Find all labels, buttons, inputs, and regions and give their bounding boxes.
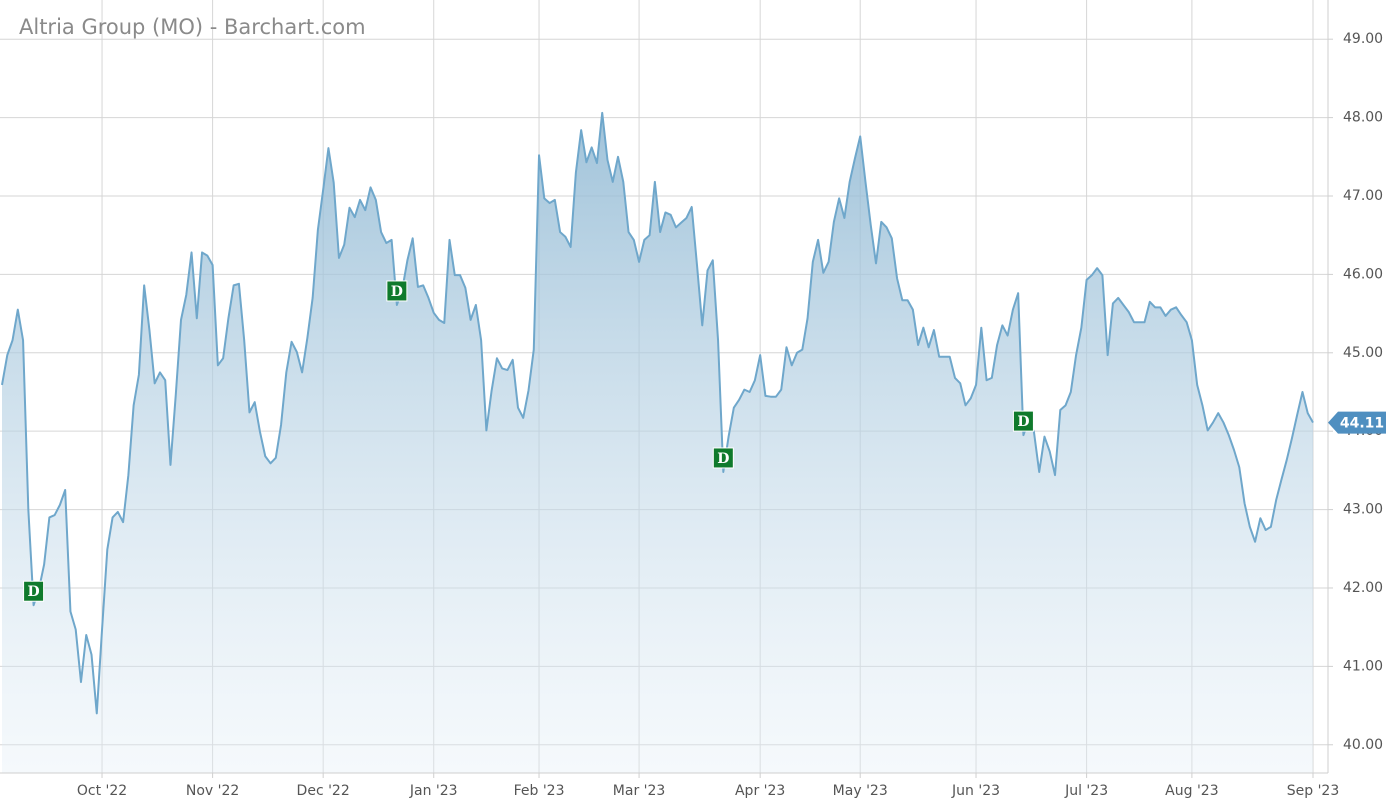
y-tick-label: 42.00 [1343, 580, 1383, 596]
x-tick-label: Feb '23 [514, 783, 565, 799]
x-tick-label: Mar '23 [613, 783, 666, 799]
x-tick-label: Aug '23 [1165, 783, 1218, 799]
dividend-marker-label: D [1017, 414, 1029, 430]
x-tick-label: Jan '23 [409, 783, 458, 799]
y-tick-label: 45.00 [1343, 345, 1383, 361]
dividend-marker[interactable]: D [23, 580, 45, 602]
x-tick-label: Sep '23 [1287, 783, 1340, 799]
x-tick-label: Oct '22 [77, 783, 127, 799]
dividend-marker-label: D [28, 584, 40, 600]
dividend-marker-label: D [391, 284, 403, 300]
dividend-marker-box [386, 280, 408, 302]
price-line [1, 111, 1314, 715]
x-tick-label: Dec '22 [297, 783, 350, 799]
chart-title: Altria Group (MO) - Barchart.com [19, 15, 366, 39]
dividend-marker[interactable]: D [1012, 410, 1034, 432]
y-tick-label: 40.00 [1343, 737, 1383, 753]
y-tick-label: 48.00 [1343, 110, 1383, 126]
area-fill [2, 112, 1313, 773]
plot: D D D D [1, 111, 1314, 773]
dividend-marker[interactable]: D [712, 447, 734, 469]
dividend-marker-label: D [717, 451, 729, 467]
y-tick-label: 49.00 [1343, 31, 1383, 47]
dividend-marker[interactable]: D [386, 280, 408, 302]
last-price-label: 44.11 [1340, 416, 1384, 432]
last-price-tag [1328, 411, 1386, 434]
y-tick-label: 41.00 [1343, 658, 1383, 674]
x-tick-label: Jul '23 [1064, 783, 1108, 799]
x-tick-label: Apr '23 [735, 783, 785, 799]
x-tick-label: Jun '23 [951, 783, 1000, 799]
dividend-marker-box [712, 447, 734, 469]
y-tick-label: 46.00 [1343, 266, 1383, 282]
y-tick-label: 43.00 [1343, 502, 1383, 518]
dividend-marker-box [1012, 410, 1034, 432]
dividend-marker-box [23, 580, 45, 602]
y-tick-label: 47.00 [1343, 188, 1383, 204]
x-tick-label: Nov '22 [186, 783, 239, 799]
x-tick-label: May '23 [833, 783, 888, 799]
